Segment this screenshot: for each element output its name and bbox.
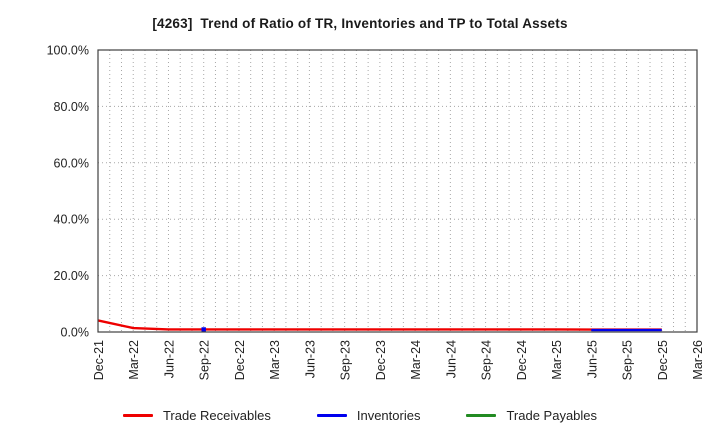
legend-line-sample-green bbox=[466, 413, 497, 417]
x-axis-tick-label: Sep-23 bbox=[339, 340, 353, 380]
y-axis-tick-label: 60.0% bbox=[54, 156, 89, 170]
y-axis-tick-label: 0.0% bbox=[61, 326, 90, 340]
legend-label: Trade Payables bbox=[506, 407, 598, 423]
chart-title: [4263] Trend of Ratio of TR, Inventories… bbox=[152, 16, 568, 31]
x-axis-tick-label: Dec-22 bbox=[233, 340, 247, 380]
x-axis-tick-label: Jun-23 bbox=[303, 340, 317, 378]
x-axis-tick-label: Sep-24 bbox=[480, 340, 494, 380]
legend-item-inventories: Inventories bbox=[316, 407, 421, 423]
x-axis-tick-label: Mar-23 bbox=[268, 340, 282, 380]
x-axis-tick-label: Dec-24 bbox=[515, 340, 529, 380]
x-axis-tick-label: Mar-25 bbox=[550, 340, 564, 380]
legend-label: Trade Receivables bbox=[162, 407, 271, 423]
x-axis-tick-label: Mar-22 bbox=[127, 340, 141, 380]
y-axis-tick-label: 20.0% bbox=[54, 269, 89, 283]
x-axis-tick-label: Jun-25 bbox=[585, 340, 599, 378]
series-line-0 bbox=[97, 319, 662, 331]
legend-line-sample-red bbox=[122, 413, 153, 417]
x-axis-tick-label: Mar-24 bbox=[409, 340, 423, 380]
legend-item-trade-receivables: Trade Receivables bbox=[122, 407, 271, 423]
y-axis-tick-label: 80.0% bbox=[54, 100, 89, 114]
x-axis-tick-label: Jun-24 bbox=[444, 340, 458, 378]
y-axis-tick-label: 100.0% bbox=[47, 44, 89, 58]
legend: Trade Receivables Inventories Trade Paya… bbox=[0, 404, 720, 426]
series-marker-1 bbox=[201, 327, 206, 332]
x-axis-tick-label: Sep-25 bbox=[621, 340, 635, 380]
legend-item-trade-payables: Trade Payables bbox=[466, 408, 597, 423]
x-axis-tick-label: Mar-26 bbox=[691, 340, 705, 380]
legend-label: Inventories bbox=[356, 407, 421, 423]
x-axis-tick-label: Dec-21 bbox=[92, 340, 106, 380]
x-axis-tick-label: Sep-22 bbox=[198, 340, 212, 380]
plot-border bbox=[97, 49, 698, 333]
legend-line-sample-blue bbox=[316, 413, 347, 417]
x-axis-tick-label: Dec-25 bbox=[656, 340, 670, 380]
x-axis-tick-label: Dec-23 bbox=[374, 340, 388, 380]
x-axis-tick-label: Jun-22 bbox=[162, 340, 176, 378]
y-axis-tick-label: 40.0% bbox=[54, 213, 89, 227]
